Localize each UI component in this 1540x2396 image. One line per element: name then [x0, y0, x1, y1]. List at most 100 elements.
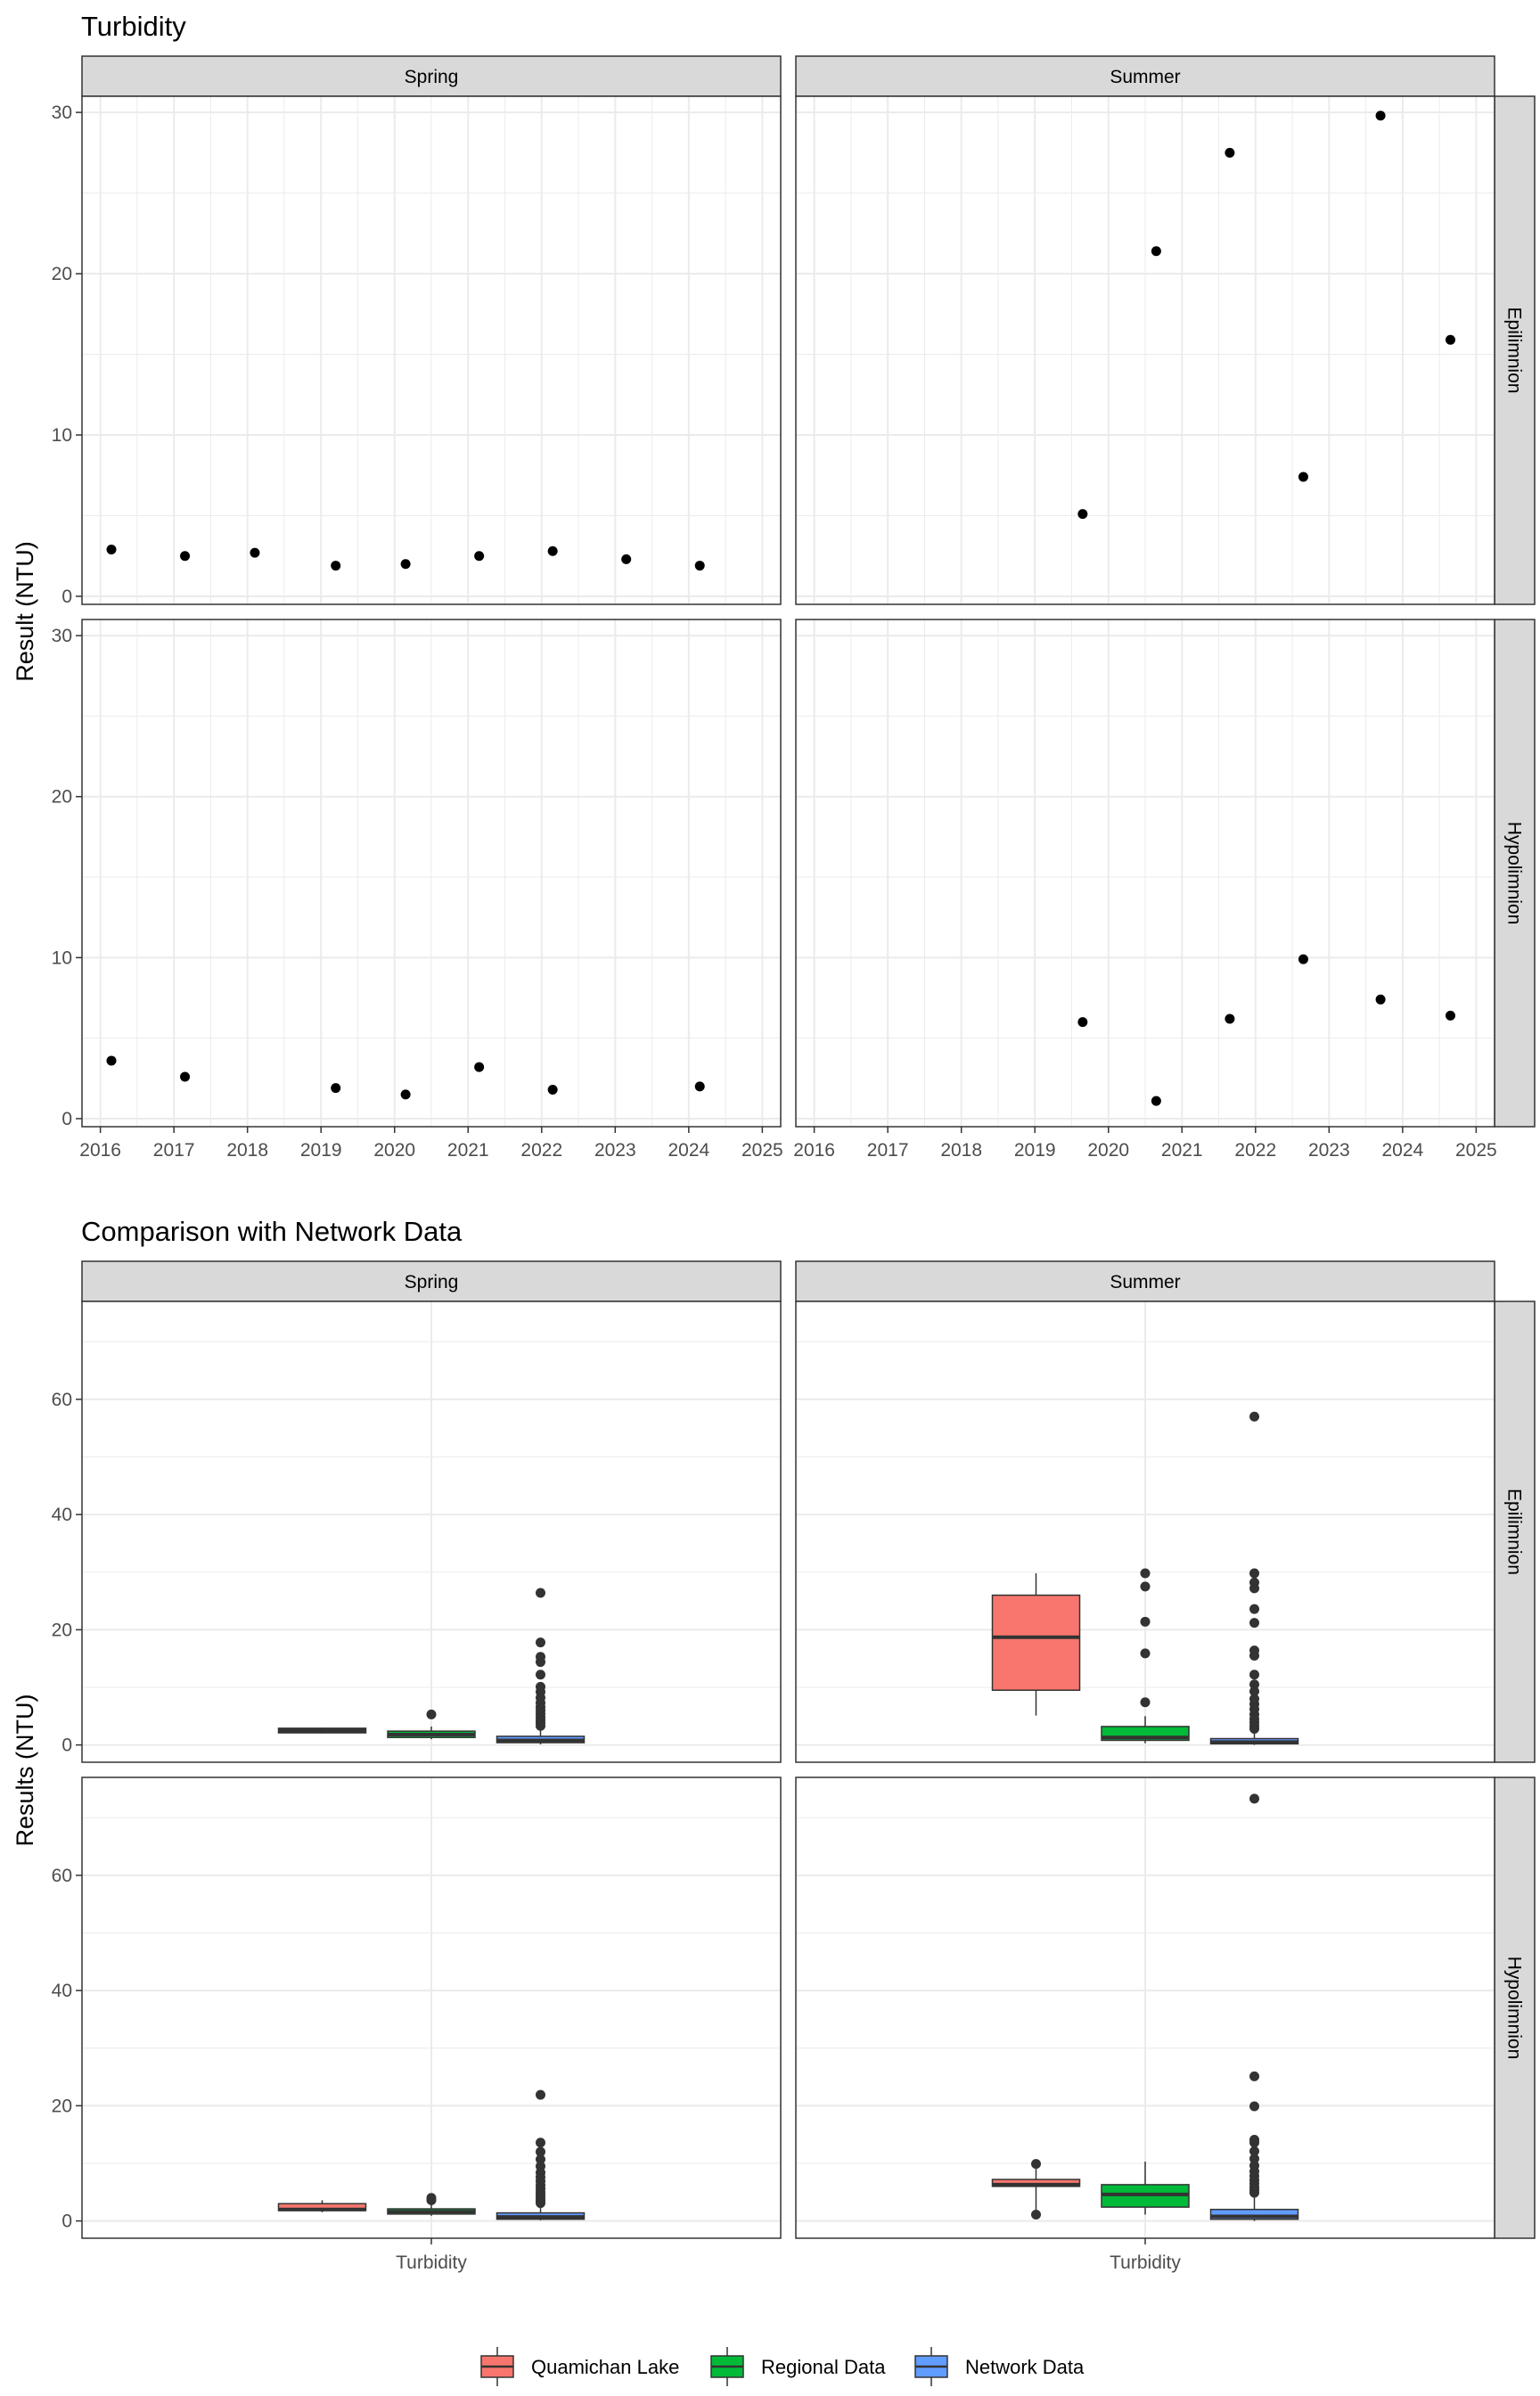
box-regional-data — [1101, 1568, 1190, 1744]
data-point — [400, 1089, 411, 1100]
panel-summer-hypolimnion: 2016 2017 2018 2019 2020 2021 2022 2023 2024 2025 — [793, 619, 1497, 1161]
box-outlier — [536, 1681, 545, 1692]
x-tick-label: 2025 — [1455, 1140, 1497, 1161]
box-regional-data — [387, 2193, 476, 2216]
data-point — [106, 1055, 117, 1066]
x-tick-label: 2023 — [1308, 1140, 1350, 1161]
data-point — [1445, 334, 1455, 345]
box-outlier — [1031, 2159, 1041, 2170]
panel-summer-hypolimnion: Turbidity — [795, 1776, 1495, 2273]
box-outlier — [1140, 1568, 1151, 1579]
data-point — [400, 559, 411, 570]
data-point — [180, 1071, 191, 1082]
panel-summer-epilimnion — [795, 95, 1495, 605]
box-outlier — [1140, 1697, 1151, 1708]
box-quamichan-lake — [991, 2159, 1081, 2220]
data-point — [694, 1081, 705, 1092]
box-outlier — [1249, 2154, 1259, 2164]
y-axis-label: Result (NTU) — [12, 541, 38, 682]
data-point — [1151, 1095, 1161, 1106]
y-tick-label: 0 — [61, 2211, 72, 2232]
y-tick-label: 10 — [52, 425, 72, 446]
x-tick-label: 2020 — [373, 1140, 415, 1161]
x-tick-label: 2025 — [741, 1140, 783, 1161]
box-quamichan-lake — [277, 2200, 367, 2212]
box-outlier — [1249, 1670, 1259, 1680]
facet-strip-epilimnion — [1494, 1301, 1536, 1763]
x-tick-label: 2016 — [793, 1140, 835, 1161]
box-outlier — [536, 2154, 545, 2164]
box-regional-data — [387, 1709, 476, 1740]
facet-strip-spring — [81, 55, 782, 97]
data-point — [180, 551, 191, 562]
box-outlier — [1249, 1686, 1259, 1697]
box-outlier — [1249, 1618, 1259, 1629]
box-outlier — [1249, 1679, 1259, 1690]
x-tick-label: 2017 — [867, 1140, 909, 1161]
y-tick-label: 20 — [52, 1620, 72, 1640]
box-body — [1209, 2208, 1299, 2220]
y-tick-label: 40 — [52, 1505, 72, 1525]
legend: Quamichan Lake Regional Data Network Data — [480, 2347, 1085, 2386]
data-point — [1298, 472, 1308, 482]
x-tick-label: 2022 — [1234, 1140, 1276, 1161]
box-outlier — [536, 1637, 545, 1648]
box-body — [991, 1594, 1081, 1691]
comparison-chart: Comparison with Network Data Results (NTU… — [12, 1216, 1536, 2386]
legend-label: Network Data — [965, 2356, 1085, 2378]
y-tick-label: 0 — [61, 1735, 72, 1756]
x-tick-label: 2023 — [594, 1140, 636, 1161]
box-quamichan-lake — [277, 1727, 367, 1734]
facet-strip-spring — [81, 1260, 782, 1302]
panel-border — [81, 619, 782, 1128]
box-outlier — [1249, 1694, 1259, 1704]
facet-strip-summer — [795, 55, 1495, 97]
box-network-data — [496, 2089, 586, 2220]
panel-border — [81, 1301, 782, 1763]
box-outlier — [426, 1709, 437, 1719]
x-tick-label: Turbidity — [396, 2252, 467, 2273]
y-tick-label: 20 — [52, 787, 72, 808]
data-point — [1077, 1017, 1088, 1028]
box-outlier — [1140, 1648, 1151, 1659]
panel-spring-epilimnion: 0 20 40 60 — [52, 1301, 782, 1763]
data-point — [331, 561, 341, 571]
data-point — [1298, 954, 1308, 964]
box-outlier — [1249, 1793, 1259, 1804]
data-point — [694, 561, 705, 571]
facet-strip-label-hypolimnion: Hypolimnion — [1504, 822, 1525, 925]
box-outlier — [536, 2146, 545, 2157]
x-tick-label: 2021 — [1161, 1140, 1203, 1161]
box-network-data — [496, 1588, 586, 1744]
facet-strip-hypolimnion — [1494, 619, 1536, 1128]
facet-strip-label-summer: Summer — [1110, 67, 1180, 87]
box-outlier — [1249, 1568, 1259, 1579]
y-tick-label: 40 — [52, 1981, 72, 2001]
box-outlier — [1140, 1581, 1151, 1592]
data-point — [1375, 111, 1386, 121]
x-tick-label: 2024 — [1381, 1140, 1423, 1161]
x-tick-label: 2024 — [668, 1140, 709, 1161]
data-point — [1225, 1013, 1235, 1024]
data-point — [621, 554, 632, 564]
legend-label: Regional Data — [761, 2356, 886, 2378]
box-outlier — [1031, 2210, 1041, 2220]
data-point — [1445, 1010, 1455, 1021]
y-tick-label: 20 — [52, 2096, 72, 2116]
data-point — [250, 547, 260, 558]
y-tick-label: 20 — [52, 264, 72, 284]
box-outlier — [426, 2193, 437, 2203]
box-outlier — [536, 2161, 545, 2171]
box-outlier — [1249, 2146, 1259, 2156]
x-tick-label: 2018 — [940, 1140, 982, 1161]
facet-strip-label-spring: Spring — [405, 1272, 459, 1292]
panel-border — [81, 95, 782, 605]
y-tick-label: 60 — [52, 1390, 72, 1410]
panel-spring-epilimnion: 0 10 20 30 — [52, 95, 782, 607]
panel-border — [795, 619, 1495, 1128]
legend-label: Quamichan Lake — [531, 2356, 679, 2378]
x-tick-label: 2018 — [226, 1140, 268, 1161]
x-tick-label: 2022 — [520, 1140, 562, 1161]
box-outlier — [1249, 1577, 1259, 1588]
